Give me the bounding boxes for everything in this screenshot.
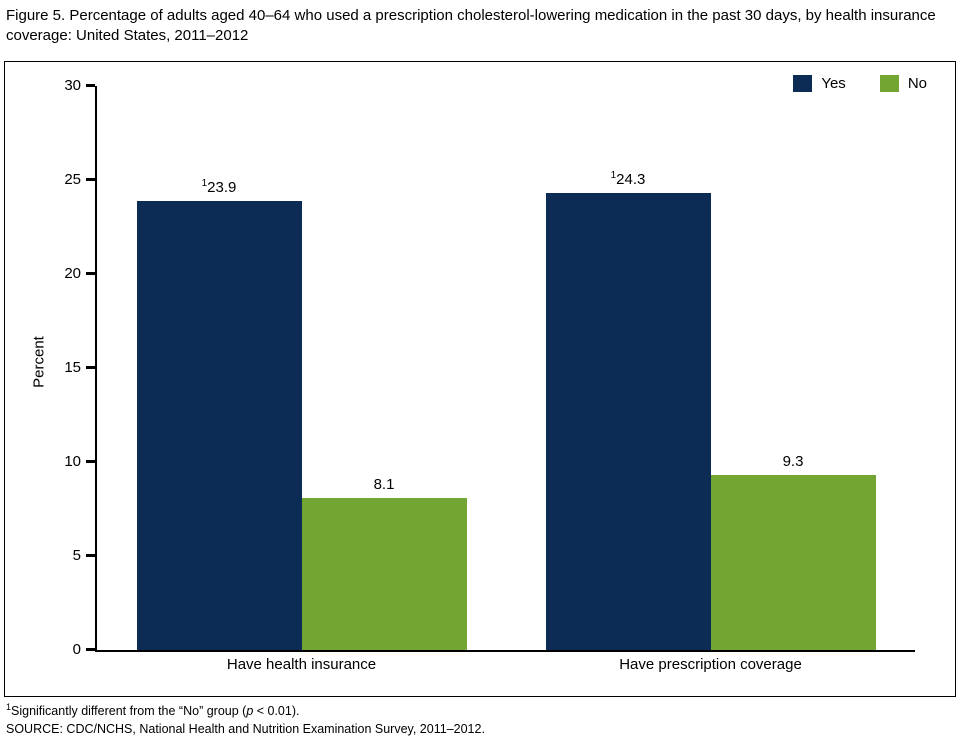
y-tick-label: 25 (64, 171, 81, 188)
bar-group-0: 123.9 8.1 (97, 86, 506, 650)
bar-value-label: 123.9 (201, 177, 237, 196)
legend-item-yes: Yes (793, 75, 846, 92)
y-tick-label: 20 (64, 265, 81, 283)
category-label-prescription: Have prescription coverage (619, 656, 802, 673)
bar-value-label: 9.3 (782, 453, 804, 471)
footnotes: 1Significantly different from the “No” g… (6, 702, 485, 738)
y-axis-title: Percent (30, 336, 48, 388)
y-tick-label: 30 (64, 77, 81, 94)
footnote-source: SOURCE: CDC/NCHS, National Health and Nu… (6, 722, 485, 737)
y-tick-mark (86, 648, 95, 651)
figure-title: Figure 5. Percentage of adults aged 40–6… (6, 7, 936, 45)
y-tick-label: 0 (72, 641, 81, 658)
plot-area: 123.9 8.1 124.3 9.3 0 5 10 15 20 25 30 (64, 77, 915, 658)
y-tick-mark (86, 460, 95, 464)
bar-group-1: 124.3 9.3 (506, 86, 915, 650)
bar-yes-1: 124.3 (545, 171, 711, 650)
bar-yes-0: 123.9 (136, 178, 302, 650)
y-tick-label: 5 (72, 547, 81, 565)
bar-no-0: 8.1 (301, 476, 467, 650)
bar-groups: 123.9 8.1 124.3 9.3 (97, 86, 915, 650)
footnote-text-post: < 0.01). (253, 704, 300, 718)
bar-value-label: 8.1 (373, 475, 395, 493)
y-tick-label: 15 (64, 359, 81, 376)
category-label-insurance: Have health insurance (226, 656, 377, 673)
legend-label-yes: Yes (821, 75, 846, 92)
y-tick-mark (86, 272, 95, 276)
bar-value-label: 124.3 (610, 170, 646, 189)
legend: Yes No (793, 75, 927, 92)
legend-swatch-no (879, 75, 899, 92)
footnote-sup: 1 (6, 701, 12, 712)
chart-frame: Yes No Percent 123.9 8.1 124.3 9.3 0 5 10 15 20… (4, 61, 956, 697)
y-tick-mark (86, 84, 95, 87)
footnote-p-italic: p (246, 704, 254, 718)
y-tick-label: 10 (64, 453, 81, 471)
legend-swatch-yes (793, 75, 813, 92)
y-tick-mark (86, 366, 95, 369)
footnote-text-pre: Significantly different from the “No” gr… (11, 704, 247, 718)
bar-no-1: 9.3 (710, 453, 876, 650)
legend-item-no: No (879, 75, 927, 92)
x-axis-category-labels: Have health insurance Have prescription … (97, 656, 915, 673)
footnote-significance: 1Significantly different from the “No” g… (6, 702, 485, 720)
y-tick-mark (86, 178, 95, 181)
legend-label-no: No (907, 75, 927, 92)
y-tick-mark (86, 554, 95, 558)
